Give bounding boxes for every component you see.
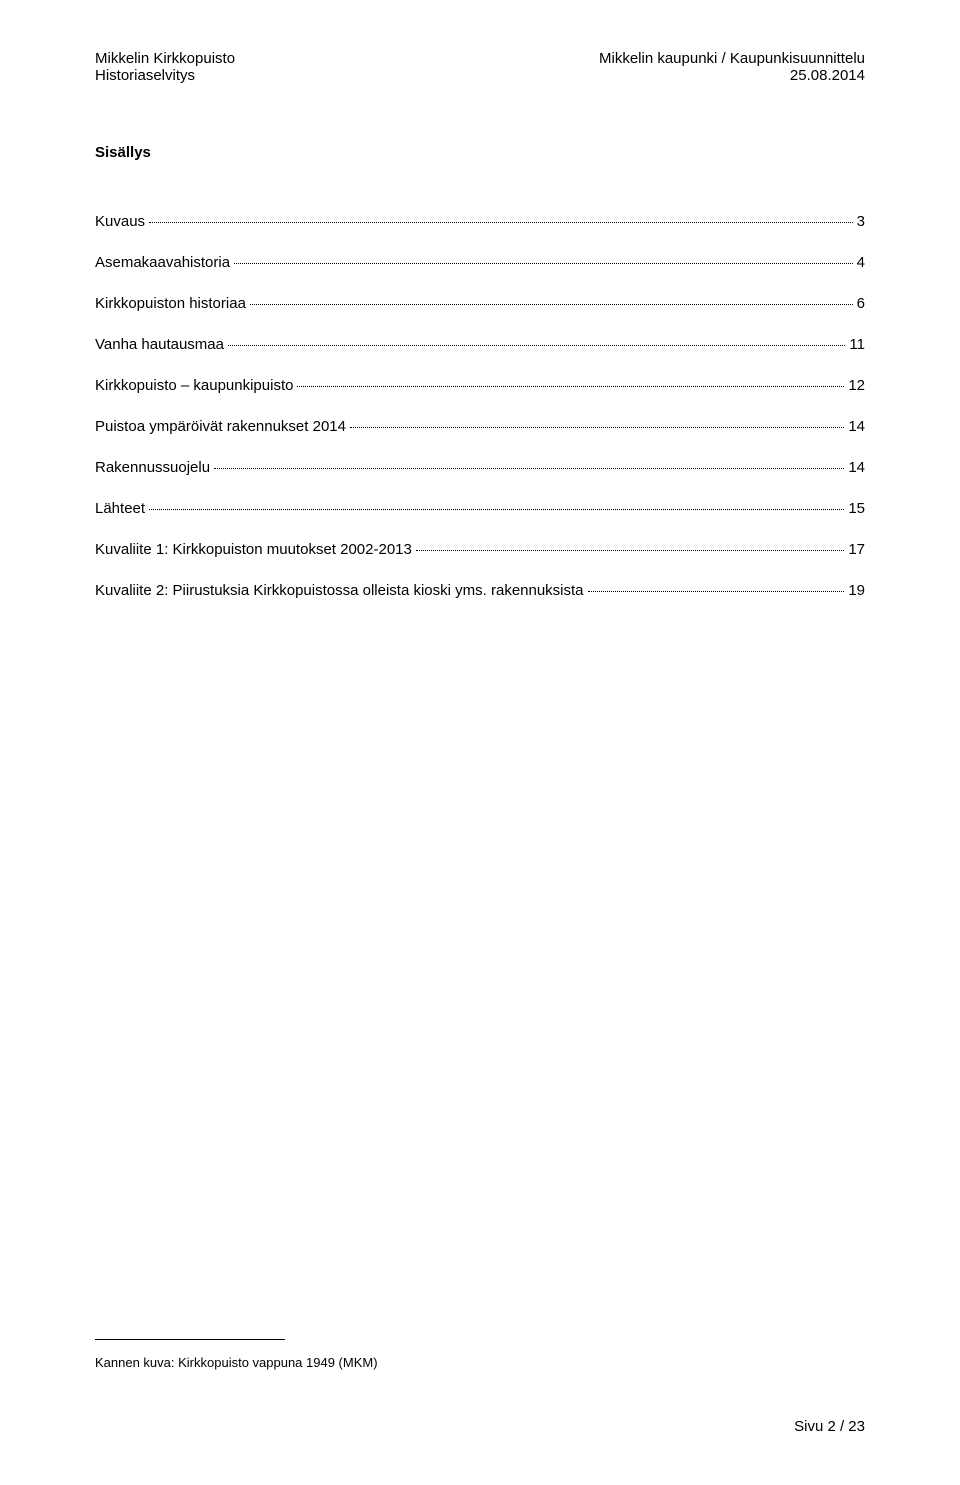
toc-entry: Lähteet 15: [95, 498, 865, 519]
header-left-line1: Mikkelin Kirkkopuisto: [95, 50, 235, 67]
toc-label: Kuvaus: [95, 211, 145, 232]
toc-page: 15: [848, 498, 865, 519]
toc-title: Sisällys: [95, 144, 865, 161]
toc-entry: Asemakaavahistoria 4: [95, 252, 865, 273]
toc-page: 3: [857, 211, 865, 232]
header-left: Mikkelin Kirkkopuisto Historiaselvitys: [95, 50, 235, 84]
toc-label: Kirkkopuiston historiaa: [95, 293, 246, 314]
footnote-text: Kannen kuva: Kirkkopuisto vappuna 1949 (…: [95, 1355, 378, 1370]
toc-label: Kuvaliite 1: Kirkkopuiston muutokset 200…: [95, 539, 412, 560]
toc-page: 4: [857, 252, 865, 273]
toc-page: 12: [848, 375, 865, 396]
toc-entry: Kirkkopuisto – kaupunkipuisto 12: [95, 375, 865, 396]
toc-page: 19: [848, 580, 865, 601]
toc-label: Puistoa ympäröivät rakennukset 2014: [95, 416, 346, 437]
toc-dots: [350, 427, 844, 428]
header-right-line1: Mikkelin kaupunki / Kaupunkisuunnittelu: [599, 50, 865, 67]
toc-entry: Vanha hautausmaa 11: [95, 334, 865, 355]
toc-page: 14: [848, 457, 865, 478]
toc-dots: [228, 345, 845, 346]
toc-entry: Rakennussuojelu 14: [95, 457, 865, 478]
toc-dots: [234, 263, 853, 264]
toc-entry: Kuvaliite 2: Piirustuksia Kirkkopuistoss…: [95, 580, 865, 601]
toc-dots: [250, 304, 853, 305]
page-header: Mikkelin Kirkkopuisto Historiaselvitys M…: [95, 50, 865, 84]
page-number: Sivu 2 / 23: [794, 1418, 865, 1435]
toc-label: Vanha hautausmaa: [95, 334, 224, 355]
toc-page: 6: [857, 293, 865, 314]
table-of-contents: Kuvaus 3 Asemakaavahistoria 4 Kirkkopuis…: [95, 211, 865, 601]
header-left-line2: Historiaselvitys: [95, 67, 235, 84]
document-page: Mikkelin Kirkkopuisto Historiaselvitys M…: [0, 0, 960, 1485]
footnote-divider: [95, 1339, 285, 1340]
header-right-line2: 25.08.2014: [599, 67, 865, 84]
toc-label: Asemakaavahistoria: [95, 252, 230, 273]
toc-dots: [588, 591, 845, 592]
toc-entry: Puistoa ympäröivät rakennukset 2014 14: [95, 416, 865, 437]
toc-dots: [214, 468, 844, 469]
header-right: Mikkelin kaupunki / Kaupunkisuunnittelu …: [599, 50, 865, 84]
toc-page: 17: [848, 539, 865, 560]
toc-page: 14: [848, 416, 865, 437]
toc-label: Rakennussuojelu: [95, 457, 210, 478]
toc-label: Kirkkopuisto – kaupunkipuisto: [95, 375, 293, 396]
toc-dots: [416, 550, 844, 551]
toc-dots: [149, 509, 844, 510]
toc-dots: [149, 222, 853, 223]
toc-label: Lähteet: [95, 498, 145, 519]
toc-label: Kuvaliite 2: Piirustuksia Kirkkopuistoss…: [95, 580, 584, 601]
toc-entry: Kuvaus 3: [95, 211, 865, 232]
toc-dots: [297, 386, 844, 387]
toc-entry: Kirkkopuiston historiaa 6: [95, 293, 865, 314]
toc-page: 11: [849, 334, 865, 355]
toc-entry: Kuvaliite 1: Kirkkopuiston muutokset 200…: [95, 539, 865, 560]
